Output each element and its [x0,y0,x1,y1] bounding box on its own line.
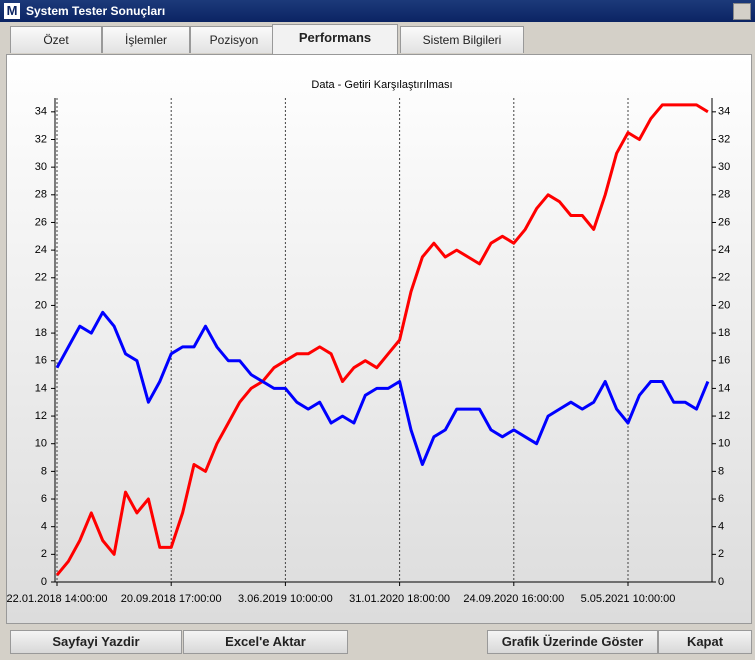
x-tick-label: 3.06.2019 10:00:00 [238,593,333,605]
y-tick-label-right: 30 [718,161,730,173]
y-tick-label-right: 6 [718,493,724,505]
button[interactable]: Kapat [658,630,752,654]
tab-bar: Özet İşlemler Pozisyon Performans Sistem Bil… [6,24,752,55]
y-tick-label: 10 [35,438,47,450]
button[interactable]: Excel'e Aktar [183,630,348,654]
y-tick-label: 30 [35,161,47,173]
button[interactable]: Sayfayi Yazdir [10,630,182,654]
tab[interactable]: İşlemler [102,26,190,53]
y-tick-label-right: 28 [718,189,730,201]
y-tick-label: 24 [35,244,47,256]
title-bar: M System Tester Sonuçları [0,0,755,22]
y-tick-label: 16 [35,355,47,367]
chart-title: Data - Getiri Karşılaştırılması [311,79,452,91]
button[interactable]: Grafik Üzerinde Göster [487,630,658,654]
x-tick-label: 5.05.2021 10:00:00 [581,593,676,605]
x-tick-label: 31.01.2020 18:00:00 [349,593,450,605]
y-tick-label: 34 [35,106,47,118]
y-tick-label-right: 20 [718,299,730,311]
y-tick-label: 18 [35,327,47,339]
y-tick-label: 4 [41,521,47,533]
y-tick-label-right: 32 [718,133,730,145]
y-tick-label-right: 4 [718,521,724,533]
y-tick-label-right: 18 [718,327,730,339]
y-tick-label: 32 [35,133,47,145]
y-tick-label: 8 [41,465,47,477]
tab[interactable]: Özet [10,26,102,53]
x-tick-label: 24.09.2020 16:00:00 [463,593,564,605]
y-tick-label: 22 [35,272,47,284]
y-tick-label-right: 8 [718,465,724,477]
y-tick-label-right: 26 [718,216,730,228]
x-tick-label: 20.09.2018 17:00:00 [121,593,222,605]
y-tick-label-right: 34 [718,106,730,118]
tab[interactable]: Performans [272,24,398,55]
y-tick-label-right: 12 [718,410,730,422]
y-tick-label-right: 10 [718,438,730,450]
app-icon: M [4,3,20,19]
tab[interactable]: Pozisyon [190,26,278,53]
y-tick-label: 0 [41,576,47,588]
y-tick-label: 6 [41,493,47,505]
y-tick-label: 28 [35,189,47,201]
y-tick-label-right: 24 [718,244,730,256]
window-title: System Tester Sonuçları [26,4,166,18]
y-tick-label: 20 [35,299,47,311]
x-tick-label: 22.01.2018 14:00:00 [7,593,108,605]
tab[interactable]: Sistem Bilgileri [400,26,524,53]
y-tick-label-right: 0 [718,576,724,588]
y-tick-label: 12 [35,410,47,422]
y-tick-label-right: 2 [718,548,724,560]
y-tick-label-right: 16 [718,355,730,367]
y-tick-label: 2 [41,548,47,560]
y-tick-label: 14 [35,382,47,394]
y-tick-label-right: 22 [718,272,730,284]
series-line [55,310,710,466]
close-button[interactable] [733,3,751,20]
y-tick-label-right: 14 [718,382,730,394]
y-tick-label: 26 [35,216,47,228]
series-line [55,103,709,577]
chart: Data - Getiri Karşılaştırılması 0 02 24 46 6… [7,79,731,605]
